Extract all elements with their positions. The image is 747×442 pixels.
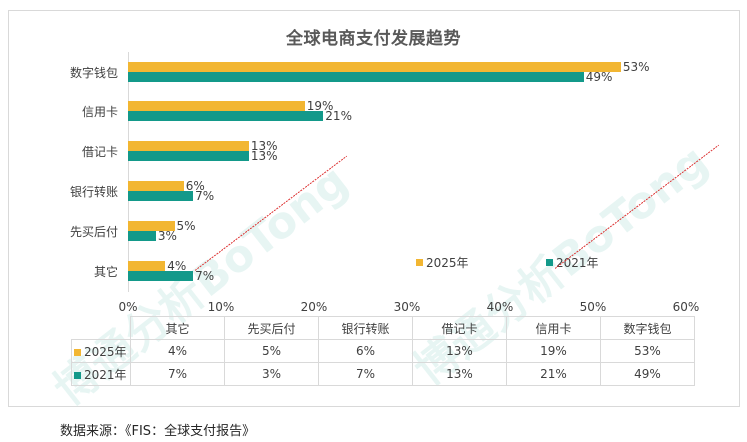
table-cell: 3% [224,362,319,386]
table-cell: 7% [318,362,413,386]
table-cell: 53% [600,339,695,363]
data-label: 21% [325,109,352,123]
x-tick-label: 10% [207,300,235,314]
row-label-text: 2025年 [84,344,127,359]
table-row-label: 2025年 [71,339,131,363]
x-tick-label: 30% [393,300,421,314]
table-header-cell: 信用卡 [506,316,601,340]
category-label: 信用卡 [81,105,118,119]
category-label: 其它 [93,265,118,279]
x-tick-label: 50% [579,300,607,314]
bar-2021 [128,231,156,241]
x-tick-label: 0% [118,300,138,314]
legend-key-2021 [74,371,81,379]
table-header-cell: 银行转账 [318,316,413,340]
bar-2021 [128,271,194,281]
category-label: 银行转账 [69,185,118,199]
table-header-cell: 借记卡 [412,316,507,340]
data-label: 53% [622,60,650,74]
bar-2021 [128,72,584,82]
x-tick-label: 60% [672,300,700,314]
table-cell: 13% [412,362,507,386]
legend-item-2021: 2021年 [546,254,599,271]
table-row: 2021年 7% 3% 7% 13% 21% 49% [71,362,695,386]
data-label: 5% [176,219,196,233]
table-cell: 49% [600,362,695,386]
table-cell: 4% [130,339,225,363]
table-cell: 5% [224,339,319,363]
bar-2025 [128,221,175,231]
data-label: 19% [306,99,334,113]
data-label: 7% [195,269,215,283]
row-label-text: 2021年 [84,367,127,382]
data-table: 其它 先买后付 银行转账 借记卡 信用卡 数字钱包 2025年 4% 5% 6%… [71,316,695,386]
table-cell: 6% [318,339,413,363]
legend-swatch-2025 [416,259,423,266]
bar-2025 [128,141,249,151]
legend-label-2025: 2025年 [426,256,469,270]
data-source-note: 数据来源：《FIS：全球支付报告》 [60,424,256,439]
table-header-cell: 先买后付 [224,316,319,340]
category-label: 借记卡 [81,145,118,159]
category-label: 先买后付 [69,225,118,239]
bar-2025 [128,101,305,111]
data-label: 6% [185,179,205,193]
data-table-header: 其它 先买后付 银行转账 借记卡 信用卡 数字钱包 [71,316,695,340]
data-label: 7% [195,189,215,203]
y-axis-line [128,52,129,292]
x-tick-label: 40% [486,300,514,314]
data-label: 3% [157,229,177,243]
bar-2025 [128,62,621,72]
bar-2025 [128,181,184,191]
data-label: 49% [585,70,613,84]
bar-2025 [128,261,166,271]
data-label: 4% [167,259,187,273]
chart-title: 全球电商支付发展趋势 [286,29,461,49]
table-row: 2025年 4% 5% 6% 13% 19% 53% [71,339,695,363]
x-tick-label: 20% [300,300,328,314]
table-header-cell: 其它 [130,316,225,340]
table-cell: 7% [130,362,225,386]
table-row-label: 2021年 [71,362,131,386]
table-cell: 21% [506,362,601,386]
bar-2021 [128,111,324,121]
table-cell: 13% [412,339,507,363]
table-cell: 19% [506,339,601,363]
category-label: 数字钱包 [69,66,118,80]
data-label: 13% [250,139,278,153]
legend-key-2025 [74,348,81,356]
legend-swatch-2021 [546,259,553,266]
table-header-cell: 数字钱包 [600,316,695,340]
legend-item-2025: 2025年 [416,254,469,271]
data-label: 13% [250,149,278,163]
bar-2021 [128,191,194,201]
bar-2021 [128,151,249,161]
